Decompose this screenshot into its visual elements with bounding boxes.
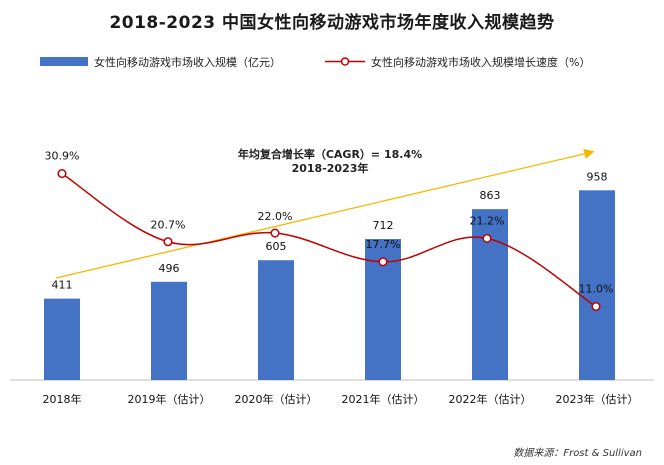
growth-rate-label-3: 17.7%	[366, 238, 401, 251]
chart-title: 2018-2023 中国女性向移动游戏市场年度收入规模趋势	[109, 13, 555, 33]
x-tick-label-3: 2021年（估计）	[342, 392, 425, 406]
cagr-annotation-line2: 2018-2023年	[292, 161, 369, 175]
bar-value-label-0: 411	[52, 279, 73, 292]
growth-rate-point-4	[482, 233, 492, 243]
bar-value-label-3: 712	[373, 219, 394, 232]
growth-rate-line	[61, 172, 597, 308]
growth-rate-label-5: 11.0%	[579, 283, 614, 296]
growth-rate-point-0	[57, 169, 67, 179]
legend: 女性向移动游戏市场收入规模（亿元） 女性向移动游戏市场收入规模增长速度（%）	[40, 55, 590, 69]
x-tick-label-4: 2022年（估计）	[449, 392, 532, 406]
x-tick-label-0: 2018年	[43, 392, 82, 406]
legend-line-label: 女性向移动游戏市场收入规模增长速度（%）	[371, 55, 590, 69]
plot-area: 411 2018年 496 2019年（估计） 605 2020年（估计） 712 2021年…	[10, 147, 654, 406]
bar-2	[258, 260, 294, 380]
growth-rate-point-2	[270, 228, 280, 238]
growth-rate-point-1	[163, 237, 173, 247]
x-tick-label-5: 2023年（估计）	[556, 392, 639, 406]
growth-rate-point-5	[591, 301, 601, 312]
growth-rate-label-4: 21.2%	[470, 214, 505, 227]
source-note: 数据来源：Frost & Sullivan	[513, 448, 642, 459]
x-tick-label-2: 2020年（估计）	[235, 392, 318, 406]
bar-value-label-2: 605	[266, 240, 287, 253]
cagr-annotation-line1: 年均复合增长率（CAGR）= 18.4%	[238, 147, 422, 161]
bar-5	[579, 190, 615, 380]
legend-bar-label: 女性向移动游戏市场收入规模（亿元）	[94, 55, 281, 69]
legend-bar-swatch	[40, 57, 88, 66]
bar-value-label-5: 958	[587, 170, 608, 183]
growth-rate-label-1: 20.7%	[151, 219, 186, 232]
legend-line-marker	[340, 57, 350, 66]
bar-4	[472, 209, 508, 380]
growth-rate-label-0: 30.9%	[45, 150, 80, 163]
bar-0	[44, 298, 80, 380]
x-tick-label-1: 2019年（估计）	[128, 392, 211, 406]
bar-1	[151, 281, 187, 380]
growth-rate-label-2: 22.0%	[258, 210, 293, 223]
bar-value-label-4: 863	[480, 189, 501, 202]
cagr-trend-arrow	[55, 148, 595, 279]
growth-rate-point-3	[378, 257, 388, 267]
bar-value-label-1: 496	[159, 262, 180, 275]
